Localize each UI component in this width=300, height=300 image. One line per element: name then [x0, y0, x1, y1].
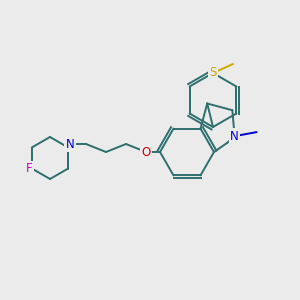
- Text: N: N: [66, 137, 74, 151]
- Text: F: F: [26, 162, 32, 175]
- Text: N: N: [230, 130, 239, 142]
- Text: O: O: [141, 146, 151, 158]
- Text: S: S: [209, 67, 217, 80]
